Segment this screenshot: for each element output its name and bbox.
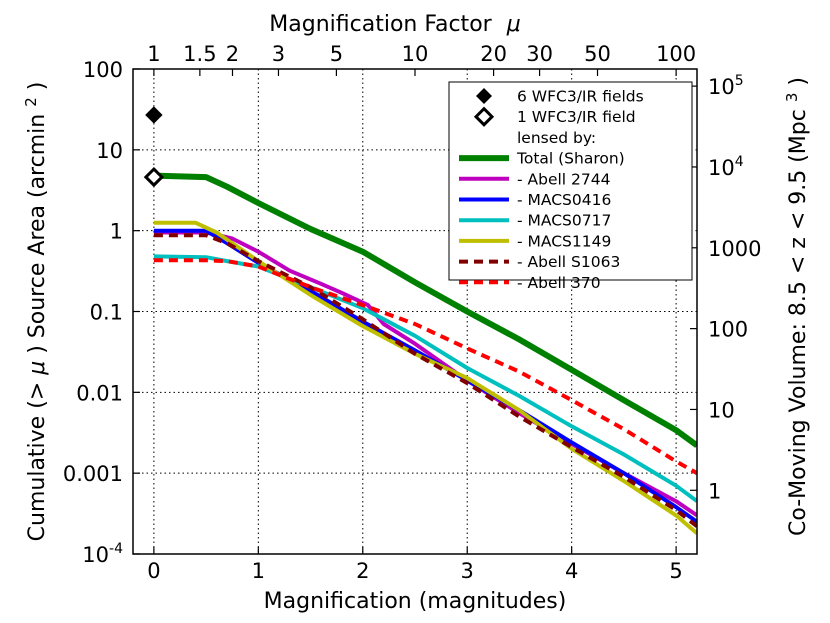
- series-line-total-sharon: [153, 172, 697, 448]
- top-tick-label: 1: [147, 42, 160, 66]
- x-tick-label: 5: [669, 559, 682, 583]
- legend-label: - MACS0416: [517, 191, 611, 209]
- legend-label: - Abell 2744: [517, 170, 610, 188]
- legend-marker-open-diamond: [473, 106, 495, 127]
- right-tick-label: 1: [708, 479, 721, 503]
- axes-ticks: [133, 68, 697, 555]
- top-axis-title-text: Magnification Factor: [269, 12, 492, 37]
- labels: 0 1 2 3 4 5 100 10 1 0.1 0.01 0.001 10-4 1 1.5 2 3 5 10 20 3…: [63, 42, 762, 583]
- legend: 6 WFC3/IR fields 1 WFC3/IR field lensed by…: [448, 81, 693, 292]
- legend-label: - MACS1149: [517, 232, 611, 250]
- top-tick-label: 2: [226, 42, 239, 66]
- right-tick-label: 105: [708, 73, 744, 99]
- left-axis-title-main: ) Source Area (arcmin: [25, 114, 50, 354]
- legend-marker-filled-diamond: [476, 88, 492, 104]
- right-tick-label: 100: [708, 318, 748, 342]
- top-tick-label: 10: [402, 42, 429, 66]
- series-line-abell-370: [153, 258, 697, 475]
- right-tick-label: 10: [708, 398, 735, 422]
- right-axis-title-close: ): [786, 77, 811, 86]
- series-line-abell-s1063: [153, 233, 697, 528]
- series-line-macs0717: [153, 254, 697, 503]
- y-tick-label: 10: [96, 139, 123, 163]
- x-tick-label: 3: [461, 559, 474, 583]
- x-tick-label: 0: [147, 559, 160, 583]
- top-tick-label: 5: [330, 42, 343, 66]
- legend-label: 6 WFC3/IR fields: [517, 88, 644, 106]
- legend-label: 1 WFC3/IR field: [517, 108, 636, 126]
- top-axis-title-mu: μ: [506, 12, 521, 37]
- top-tick-label: 1.5: [183, 42, 216, 66]
- left-axis-title-sup: 2: [22, 97, 40, 107]
- x-tick-label: 1: [252, 559, 265, 583]
- y-tick-label: 0.1: [90, 301, 123, 325]
- left-axis-title-close: ): [25, 82, 50, 91]
- left-axis-title-prefix: Cumulative (>: [25, 382, 50, 542]
- y-tick-label: 100: [83, 58, 123, 82]
- series-layer: [153, 172, 697, 535]
- marker-open-diamond: [143, 166, 165, 188]
- left-axis-title: Cumulative (> μ ) Source Area (arcmin 2 …: [17, 82, 50, 542]
- legend-label: - Abell S1063: [517, 253, 620, 271]
- right-axis-title-sup: 3: [783, 93, 801, 103]
- x-tick-label: 4: [565, 559, 578, 583]
- x-axis-title: Magnification (magnitudes): [264, 589, 567, 614]
- marker-layer: [143, 106, 165, 188]
- series-line-macs0416: [153, 228, 697, 524]
- y-tick-label: 0.01: [76, 381, 123, 405]
- right-axis-title: Co-Moving Volume: 8.5 < z < 9.5 (Mpc 3 ): [778, 77, 811, 536]
- top-tick-label: 30: [526, 42, 553, 66]
- legend-label: - MACS0717: [517, 212, 611, 230]
- y-tick-label: 10-4: [82, 541, 123, 567]
- top-tick-label: 20: [480, 42, 507, 66]
- legend-label: Total (Sharon): [516, 150, 625, 168]
- top-axis-title: Magnification Factor μ: [269, 12, 520, 37]
- legend-label: - Abell 370: [517, 274, 601, 292]
- top-tick-label: 100: [656, 42, 696, 66]
- x-tick-label: 2: [356, 559, 369, 583]
- y-tick-label: 0.001: [63, 462, 123, 486]
- top-tick-label: 50: [584, 42, 611, 66]
- top-tick-label: 3: [272, 42, 285, 66]
- marker-filled-diamond: [145, 106, 163, 124]
- y-tick-label: 1: [110, 220, 123, 244]
- right-tick-label: 104: [708, 154, 744, 180]
- right-axis-title-main: Co-Moving Volume: 8.5 < z < 9.5 (Mpc: [786, 109, 811, 536]
- right-tick-label: 1000: [708, 237, 761, 261]
- left-axis-title-mu: μ: [25, 361, 50, 376]
- legend-subtitle: lensed by:: [517, 129, 596, 147]
